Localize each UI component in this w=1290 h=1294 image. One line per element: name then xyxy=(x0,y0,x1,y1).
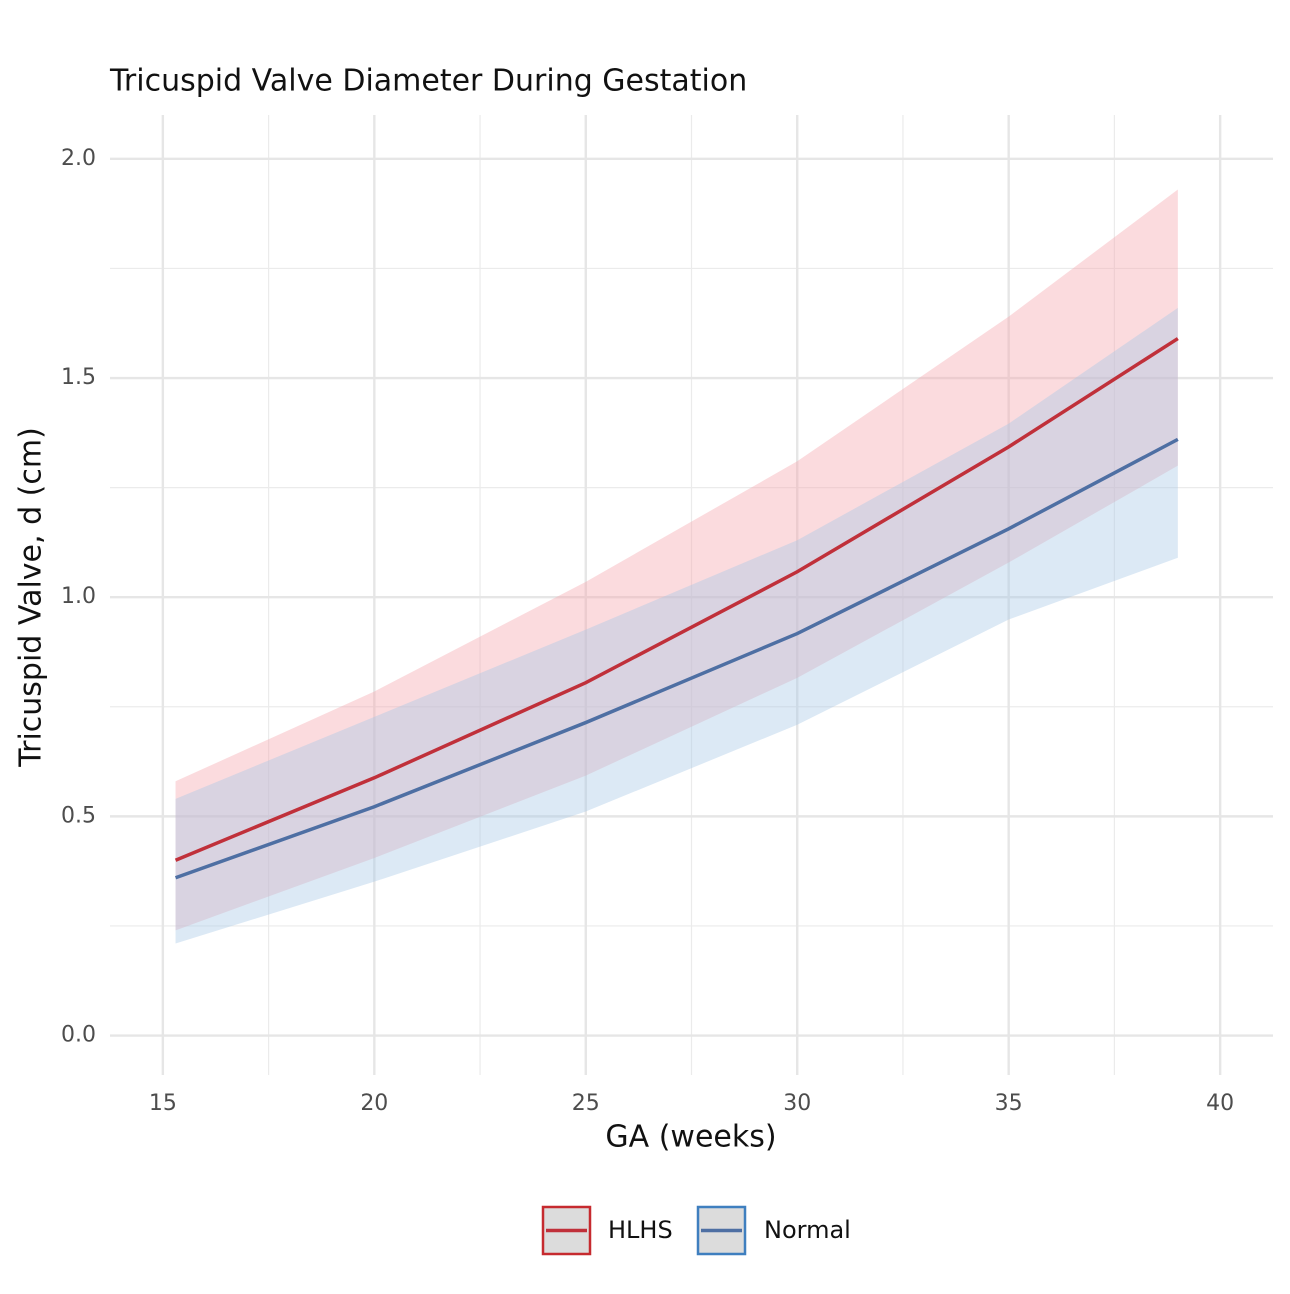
x-tick-label: 30 xyxy=(783,1091,811,1116)
chart-title: Tricuspid Valve Diameter During Gestatio… xyxy=(109,64,747,99)
x-tick-label: 40 xyxy=(1206,1091,1234,1116)
x-axis-title: GA (weeks) xyxy=(605,1120,776,1155)
y-tick-label: 1.5 xyxy=(61,365,96,390)
x-tick-label: 20 xyxy=(360,1091,388,1116)
x-tick-label: 25 xyxy=(572,1091,600,1116)
x-tick-label: 15 xyxy=(149,1091,177,1116)
y-tick-label: 1.0 xyxy=(61,584,96,609)
y-tick-label: 0.0 xyxy=(61,1023,96,1048)
line xyxy=(174,437,1179,880)
line xyxy=(174,337,1179,862)
confidence-band xyxy=(175,189,1178,931)
legend-label: Normal xyxy=(764,1216,851,1244)
x-tick-label: 35 xyxy=(995,1091,1023,1116)
legend-label: HLHS xyxy=(608,1216,673,1244)
y-axis-title: Tricuspid Valve, d (cm) xyxy=(14,427,49,768)
y-tick-label: 2.0 xyxy=(61,146,96,171)
y-tick-label: 0.5 xyxy=(61,803,96,828)
